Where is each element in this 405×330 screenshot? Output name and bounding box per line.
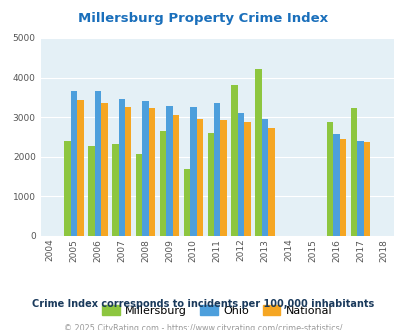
Bar xyxy=(136,154,142,236)
Bar xyxy=(231,85,237,236)
Bar xyxy=(196,119,202,236)
Bar xyxy=(183,169,190,236)
Bar xyxy=(112,144,118,236)
Bar xyxy=(94,91,101,236)
Bar xyxy=(213,103,220,236)
Bar xyxy=(333,134,339,236)
Bar xyxy=(255,69,261,236)
Bar xyxy=(70,91,77,236)
Bar xyxy=(326,122,333,236)
Text: Crime Index corresponds to incidents per 100,000 inhabitants: Crime Index corresponds to incidents per… xyxy=(32,299,373,309)
Bar xyxy=(261,119,268,236)
Bar xyxy=(160,131,166,236)
Bar xyxy=(339,139,345,236)
Bar xyxy=(350,108,356,236)
Bar xyxy=(88,147,94,236)
Bar xyxy=(149,108,155,236)
Bar xyxy=(77,100,83,236)
Bar xyxy=(172,115,179,236)
Bar xyxy=(220,119,226,236)
Bar xyxy=(64,141,70,236)
Bar xyxy=(237,113,244,236)
Bar xyxy=(356,141,363,236)
Bar xyxy=(125,107,131,236)
Text: Millersburg Property Crime Index: Millersburg Property Crime Index xyxy=(78,12,327,24)
Bar xyxy=(101,103,107,236)
Bar xyxy=(268,128,274,236)
Bar xyxy=(207,133,213,236)
Bar xyxy=(166,106,172,236)
Text: © 2025 CityRating.com - https://www.cityrating.com/crime-statistics/: © 2025 CityRating.com - https://www.city… xyxy=(64,324,341,330)
Bar xyxy=(190,107,196,236)
Bar xyxy=(118,99,125,236)
Bar xyxy=(244,122,250,236)
Legend: Millersburg, Ohio, National: Millersburg, Ohio, National xyxy=(97,301,336,320)
Bar xyxy=(142,101,149,236)
Bar xyxy=(363,142,369,236)
